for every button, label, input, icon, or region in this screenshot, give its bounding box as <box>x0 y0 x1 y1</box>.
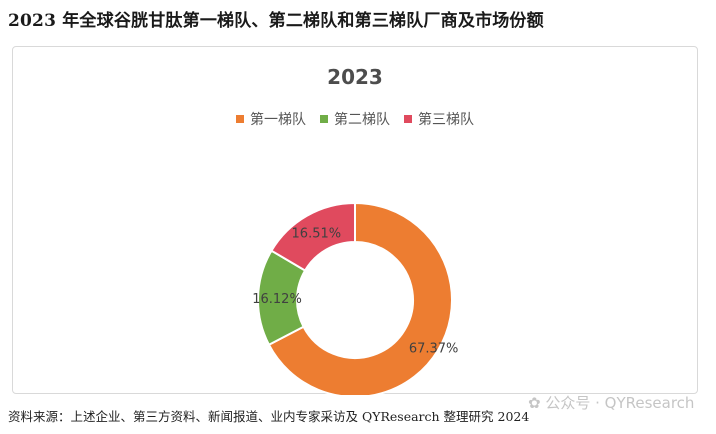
chart-container: 2023 第一梯队 第二梯队 第三梯队 67.37% 16.12% 16.51% <box>12 46 698 395</box>
slice-tier1 <box>267 201 453 395</box>
watermark: ✿ 公众号 · QYResearch <box>528 392 694 413</box>
wechat-icon: ✿ <box>528 394 541 412</box>
data-label-tier1: 67.37% <box>409 342 459 357</box>
legend-swatch-tier3 <box>404 115 412 123</box>
data-label-tier3: 16.51% <box>292 226 342 241</box>
legend-item-tier2: 第二梯队 <box>320 109 390 129</box>
data-label-tier2: 16.12% <box>252 292 302 307</box>
legend-label-tier3: 第三梯队 <box>418 112 474 128</box>
legend-swatch-tier1 <box>236 115 244 123</box>
legend-swatch-tier2 <box>320 115 328 123</box>
legend-item-tier3: 第三梯队 <box>404 109 474 129</box>
legend-item-tier1: 第一梯队 <box>236 109 306 129</box>
chart-title: 2023 <box>327 65 383 89</box>
watermark-text: 公众号 · QYResearch <box>545 394 695 412</box>
chart-legend: 第一梯队 第二梯队 第三梯队 <box>13 109 697 129</box>
page-title: 2023 年全球谷胱甘肽第一梯队、第二梯队和第三梯队厂商及市场份额 <box>8 11 544 31</box>
legend-label-tier1: 第一梯队 <box>250 112 306 128</box>
source-note: 资料来源：上述企业、第三方资料、新闻报道、业内专家采访及 QYResearch … <box>8 409 530 424</box>
legend-label-tier2: 第二梯队 <box>334 112 390 128</box>
slice-tier3 <box>270 201 356 272</box>
donut-chart: 67.37% 16.12% 16.51% <box>252 201 459 395</box>
